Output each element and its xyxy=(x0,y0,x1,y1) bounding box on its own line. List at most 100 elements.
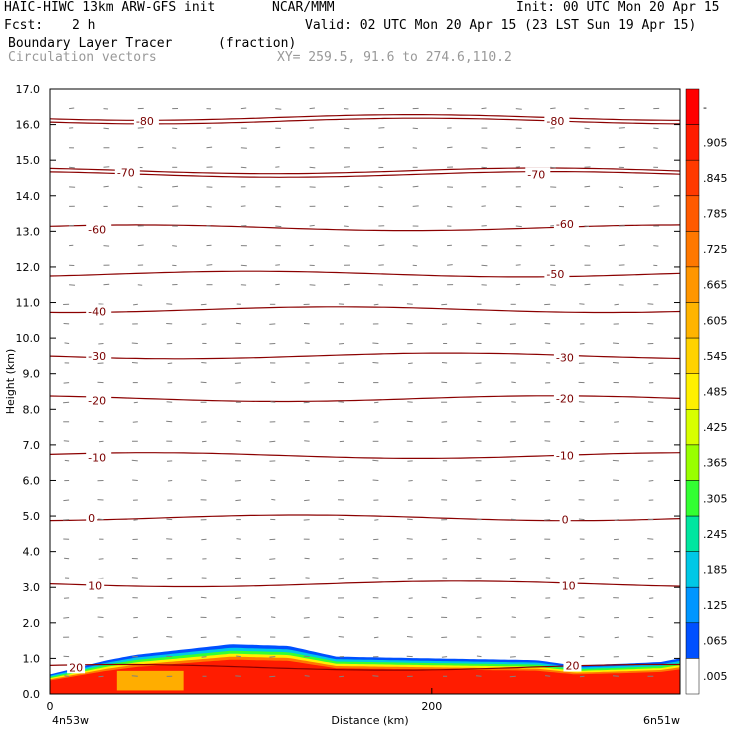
temperature-contour xyxy=(49,580,681,588)
circulation-vector xyxy=(132,479,138,481)
circulation-vector xyxy=(407,577,413,580)
circulation-vector xyxy=(200,303,207,306)
circulation-vector xyxy=(649,597,654,599)
colorbar-swatch xyxy=(685,586,700,624)
circulation-vector xyxy=(372,459,379,462)
circulation-vector xyxy=(544,557,551,560)
circulation-vector xyxy=(236,322,241,325)
x-end-label: 6n51w xyxy=(643,714,680,727)
circulation-vector xyxy=(275,264,280,266)
circulation-vector xyxy=(647,538,654,540)
circulation-vector xyxy=(412,205,419,207)
circulation-vector xyxy=(343,283,350,286)
contour-label: -20 xyxy=(88,394,106,407)
circulation-vector xyxy=(269,323,276,325)
circulation-vector xyxy=(234,597,241,599)
colorbar-label: - xyxy=(703,101,707,114)
contour-label: -30 xyxy=(88,350,106,363)
circulation-vector xyxy=(544,440,551,442)
circulation-vector xyxy=(550,166,556,169)
circulation-vector xyxy=(275,283,280,286)
circulation-vector xyxy=(200,381,207,384)
circulation-vector xyxy=(476,557,482,560)
colorbar-label: .245 xyxy=(703,528,728,541)
circulation-vector xyxy=(166,518,173,521)
circulation-vector xyxy=(131,459,138,462)
colorbar-swatch xyxy=(685,266,700,303)
contour-label-bg xyxy=(86,510,98,524)
circulation-vector xyxy=(653,205,660,207)
circulation-vector xyxy=(406,636,413,638)
circulation-vector xyxy=(166,420,173,423)
circulation-vector xyxy=(614,519,619,521)
colorbar-swatch xyxy=(685,159,700,197)
circulation-vector xyxy=(167,480,173,482)
x-axis-title: Distance (km) xyxy=(331,714,408,727)
circulation-vector xyxy=(612,342,619,344)
circulation-vector xyxy=(406,538,413,540)
y-tick-label: 5.0 xyxy=(23,510,41,523)
colorbar-swatch xyxy=(685,658,700,695)
contour-label: 10 xyxy=(562,579,576,592)
circulation-vector xyxy=(63,382,70,384)
circulation-vector xyxy=(447,264,453,266)
contour-label: -40 xyxy=(88,305,106,318)
colorbar-label: .185 xyxy=(703,563,728,576)
circulation-vector xyxy=(137,284,143,286)
circulation-vector xyxy=(515,264,521,266)
circulation-vector xyxy=(647,420,654,423)
circulation-vector xyxy=(475,499,482,502)
circulation-vector xyxy=(269,675,276,678)
contour-label-bg xyxy=(544,267,570,281)
colorbar-swatch xyxy=(685,231,700,268)
circulation-vector xyxy=(305,459,310,462)
circulation-vector xyxy=(509,558,516,560)
circulation-vector xyxy=(441,479,448,481)
circulation-vector xyxy=(236,655,241,658)
circulation-vector xyxy=(550,284,556,286)
circulation-vector xyxy=(343,166,350,168)
circulation-vector xyxy=(338,577,345,580)
circulation-vector xyxy=(343,245,350,247)
contour-label: -70 xyxy=(527,168,545,181)
contour-label: -80 xyxy=(136,115,154,128)
circulation-vector xyxy=(103,245,110,247)
circulation-vector xyxy=(235,382,241,384)
circulation-vector xyxy=(64,557,70,560)
y-tick-label: 9.0 xyxy=(23,368,41,381)
circulation-vector xyxy=(544,499,551,502)
y-tick-label: 10.0 xyxy=(16,332,41,345)
colorbar-label: .785 xyxy=(703,208,728,221)
circulation-vector xyxy=(309,166,316,169)
circulation-vector xyxy=(408,597,413,599)
circulation-vector xyxy=(612,362,619,364)
circulation-vector xyxy=(98,343,104,345)
colorbar-swatch xyxy=(685,124,700,161)
x-tick-label: 0 xyxy=(47,700,54,713)
circulation-vector xyxy=(515,225,522,228)
colorbar-label: .485 xyxy=(703,386,728,399)
circulation-vector xyxy=(477,420,482,423)
circulation-vector xyxy=(304,440,310,442)
circulation-vector xyxy=(166,538,173,540)
circulation-vector xyxy=(167,362,173,365)
contour-label-bg xyxy=(86,450,112,464)
circulation-vector xyxy=(511,616,516,618)
contour-label: -10 xyxy=(88,451,106,464)
colorbar-swatch xyxy=(685,302,700,339)
circulation-vector xyxy=(69,224,74,227)
colorbar-swatch xyxy=(685,551,700,588)
circulation-vector xyxy=(441,656,448,658)
contour-label-bg xyxy=(67,660,86,674)
circulation-vector xyxy=(579,675,585,678)
circulation-vector xyxy=(275,166,280,168)
circulation-vector xyxy=(579,460,585,462)
circulation-vector xyxy=(206,205,212,208)
circulation-vector xyxy=(304,382,310,384)
circulation-vector xyxy=(338,636,345,638)
circulation-vector xyxy=(303,617,310,619)
y-tick-label: 6.0 xyxy=(23,474,41,487)
circulation-vector xyxy=(275,225,282,228)
colorbar-swatch xyxy=(685,515,700,552)
circulation-vector xyxy=(103,127,109,130)
